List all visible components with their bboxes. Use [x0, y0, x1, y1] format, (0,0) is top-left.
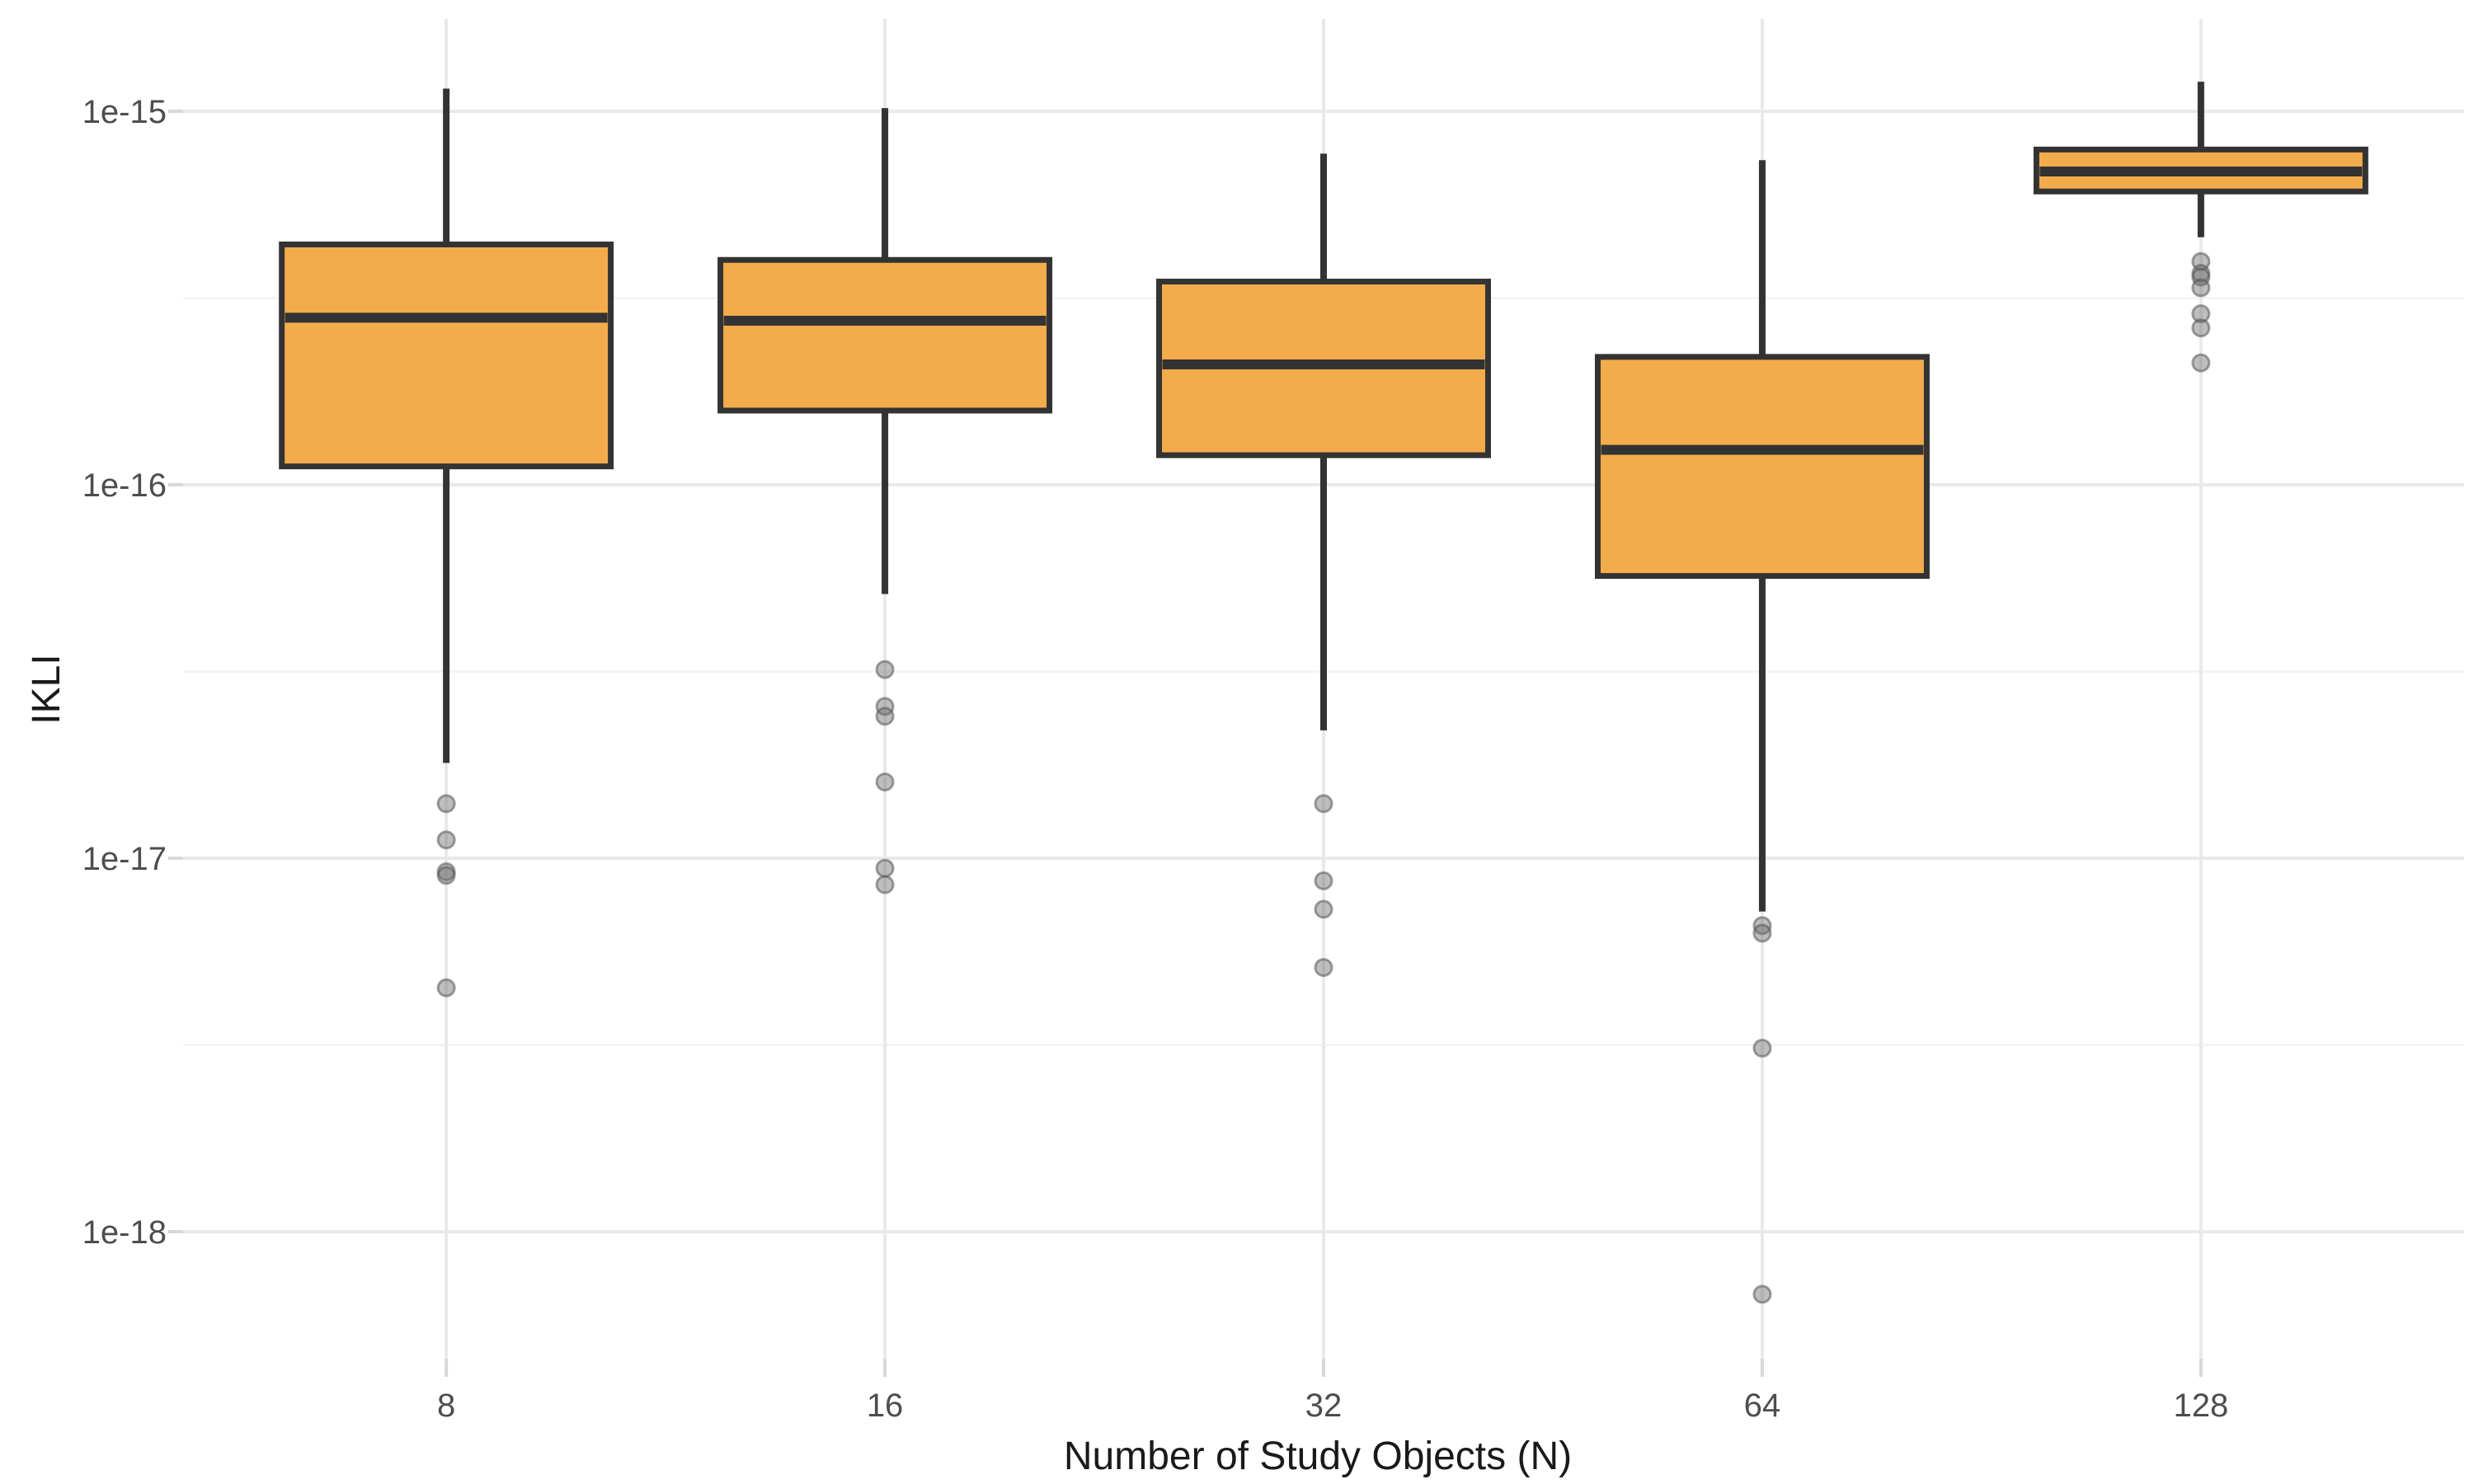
iqr-box	[717, 256, 1053, 414]
x-axis-title: Number of Study Objects (N)	[1064, 1435, 1572, 1478]
y-tick-label: 1e-18	[82, 1214, 167, 1251]
outlier-point	[436, 978, 456, 998]
outlier-point	[2191, 318, 2211, 338]
y-axis-title: IKLI	[25, 654, 68, 724]
x-tick-label: 8	[437, 1388, 455, 1424]
x-tick-label: 64	[1744, 1388, 1781, 1424]
y-tick-label: 1e-17	[82, 841, 167, 877]
iqr-box	[279, 242, 614, 470]
outlier-point	[1314, 899, 1333, 919]
outlier-point	[875, 858, 895, 878]
outlier-point	[875, 773, 895, 792]
box-group-8	[279, 88, 614, 998]
box-group-64	[1594, 160, 1930, 1304]
outlier-point	[875, 875, 895, 895]
outlier-point	[1314, 957, 1333, 977]
outlier-point	[1752, 1038, 1772, 1058]
x-tick-label: 128	[2173, 1388, 2228, 1424]
box-group-128	[2033, 82, 2368, 373]
x-tick-label: 32	[1305, 1388, 1343, 1424]
outlier-point	[1314, 871, 1333, 890]
outlier-point	[436, 794, 456, 814]
outlier-point	[1752, 1284, 1772, 1304]
x-tick-label: 16	[867, 1388, 904, 1424]
y-tick-label: 1e-16	[82, 467, 167, 504]
outlier-point	[1314, 794, 1333, 814]
box-group-32	[1156, 153, 1491, 977]
iqr-box	[1594, 354, 1930, 580]
outlier-point	[436, 866, 456, 885]
boxplot-series	[279, 82, 2368, 1304]
box-group-16	[717, 108, 1053, 895]
outlier-point	[2191, 278, 2211, 298]
outlier-point	[436, 830, 456, 850]
outlier-point	[875, 660, 895, 679]
axis-tick-marks	[168, 110, 2203, 1377]
axis-tick-labels: 1e-15 1e-16 1e-17 1e-18 8 16 32 64 128	[82, 94, 2229, 1424]
outlier-point	[2191, 353, 2211, 373]
outlier-point	[2191, 304, 2211, 324]
outlier-point	[875, 707, 895, 726]
outlier-point	[1752, 923, 1772, 943]
y-tick-label: 1e-15	[82, 94, 167, 130]
